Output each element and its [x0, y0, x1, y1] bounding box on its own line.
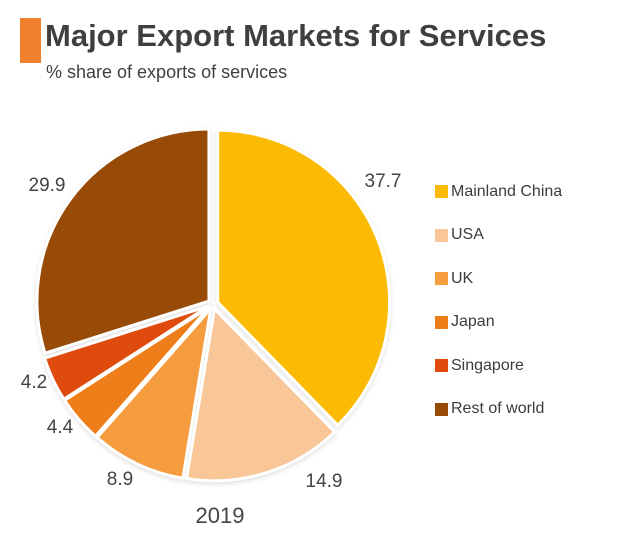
value-label-mainland-china: 37.7: [365, 171, 402, 192]
value-label-japan: 4.4: [47, 417, 74, 438]
legend-label: USA: [451, 226, 484, 243]
accent-bar: [20, 18, 41, 63]
pie-slice-singapore: [43, 304, 210, 401]
legend-item-rest-of-world: Rest of world: [435, 400, 562, 418]
legend-swatch-mainland-china: [435, 185, 448, 198]
legend-item-singapore: Singapore: [435, 357, 562, 374]
chart-subtitle: % share of exports of services: [46, 62, 288, 82]
value-label-singapore: 4.2: [21, 372, 47, 393]
legend-label: Japan: [451, 313, 495, 330]
pie-slice-mainland-china: [216, 128, 392, 427]
value-label-uk: 8.9: [107, 469, 133, 490]
legend-swatch-singapore: [435, 359, 448, 372]
legend-item-japan: Japan: [435, 313, 562, 331]
pie-slice-uk: [95, 307, 213, 480]
legend-label: Singapore: [451, 356, 524, 374]
chart-title: Major Export Markets for Services: [45, 18, 547, 53]
year-label: 2019: [196, 503, 245, 528]
legend-item-usa: USA: [435, 226, 562, 244]
legend-swatch-rest-of-world: [435, 402, 448, 416]
value-label-usa: 14.9: [306, 471, 343, 492]
pie-slice-usa: [185, 307, 337, 483]
legend: Mainland China USA UK Japan Singapore Rest of…: [435, 183, 562, 444]
legend-swatch-usa: [435, 228, 448, 242]
value-label-rest-of-world: 29.9: [29, 175, 66, 196]
legend-label: Mainland China: [451, 182, 563, 200]
legend-item-mainland-china: Mainland China: [435, 183, 562, 200]
legend-swatch-japan: [435, 315, 448, 329]
pie-slices: [35, 127, 392, 483]
legend-label: UK: [451, 269, 474, 287]
legend-item-uk: UK: [435, 270, 562, 287]
pie-slice-rest-of-world: [35, 127, 211, 355]
pie-value-labels: 37.7 14.9 8.9 4.4 4.2 29.9: [21, 171, 402, 492]
legend-swatch-uk: [435, 272, 448, 285]
legend-label: Rest of world: [451, 400, 545, 417]
